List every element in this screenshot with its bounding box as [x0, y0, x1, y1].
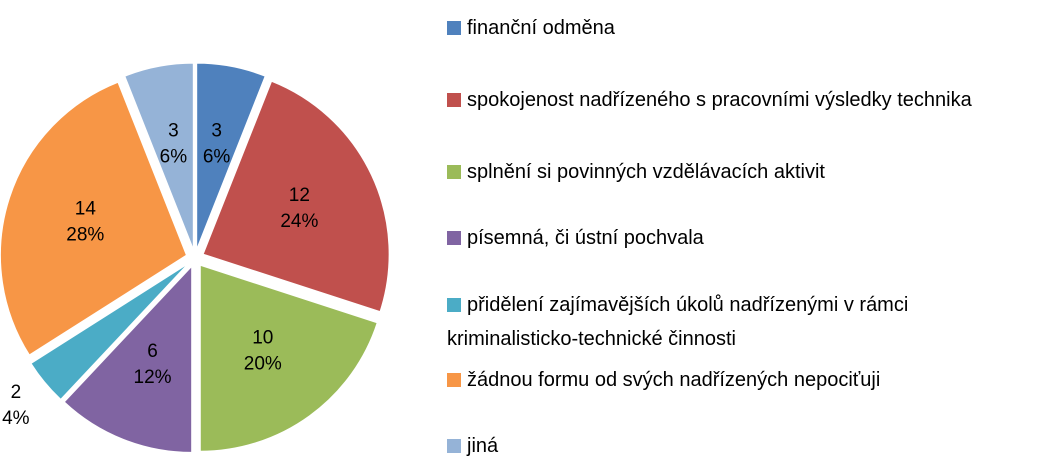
slice-value-label: 12: [289, 185, 310, 206]
slice-value-label: 3: [168, 121, 179, 142]
legend-entry: žádnou formu od svých nadřízených nepoci…: [447, 363, 1037, 397]
slice-value-label: 14: [75, 198, 97, 219]
legend-label: spokojenost nadřízeného s pracovními výs…: [467, 89, 972, 111]
slice-value-label: 6: [147, 341, 158, 362]
legend-label: žádnou formu od svých nadřízených nepoci…: [467, 369, 881, 391]
legend-entry: spokojenost nadřízeného s pracovními výs…: [447, 83, 1037, 117]
legend-label: splnění si povinných vzdělávacích aktivi…: [467, 161, 825, 183]
slice-value-label: 2: [11, 382, 22, 403]
slice-percent-label: 28%: [66, 224, 104, 245]
legend-entry: písemná, či ústní pochvala: [447, 221, 1037, 255]
legend-swatch: [447, 93, 461, 107]
pie-slice: [199, 264, 378, 452]
pie-slice: [124, 62, 194, 250]
legend-entry: splnění si povinných vzdělávacích aktivi…: [447, 155, 1037, 189]
legend-entry: přidělení zajímavějších úkolů nadřízeným…: [447, 288, 1037, 356]
legend-label: finanční odměna: [467, 17, 615, 39]
pie-slice: [196, 62, 266, 250]
pie-slice: [202, 80, 390, 313]
slice-value-label: 3: [211, 121, 222, 142]
legend-label: přidělení zajímavějších úkolů nadřízeným…: [447, 294, 909, 350]
pie-slice: [63, 265, 193, 453]
slice-percent-label: 12%: [134, 367, 172, 388]
legend-label: jiná: [467, 435, 499, 457]
pie-slice: [0, 81, 188, 356]
legend-swatch: [447, 21, 461, 35]
slice-percent-label: 6%: [203, 147, 231, 168]
slice-percent-label: 24%: [280, 211, 318, 232]
legend-swatch: [447, 439, 461, 453]
pie-slice: [30, 263, 189, 401]
slice-value-label: 10: [252, 327, 273, 348]
legend-swatch: [447, 165, 461, 179]
legend-swatch: [447, 298, 461, 312]
legend-entry: jiná: [447, 429, 1037, 463]
legend-swatch: [447, 373, 461, 387]
legend-label: písemná, či ústní pochvala: [467, 227, 704, 249]
slice-percent-label: 20%: [244, 353, 282, 374]
legend-swatch: [447, 231, 461, 245]
legend-entry: finanční odměna: [447, 11, 1037, 45]
slice-percent-label: 4%: [2, 408, 30, 429]
slice-percent-label: 6%: [160, 147, 188, 168]
